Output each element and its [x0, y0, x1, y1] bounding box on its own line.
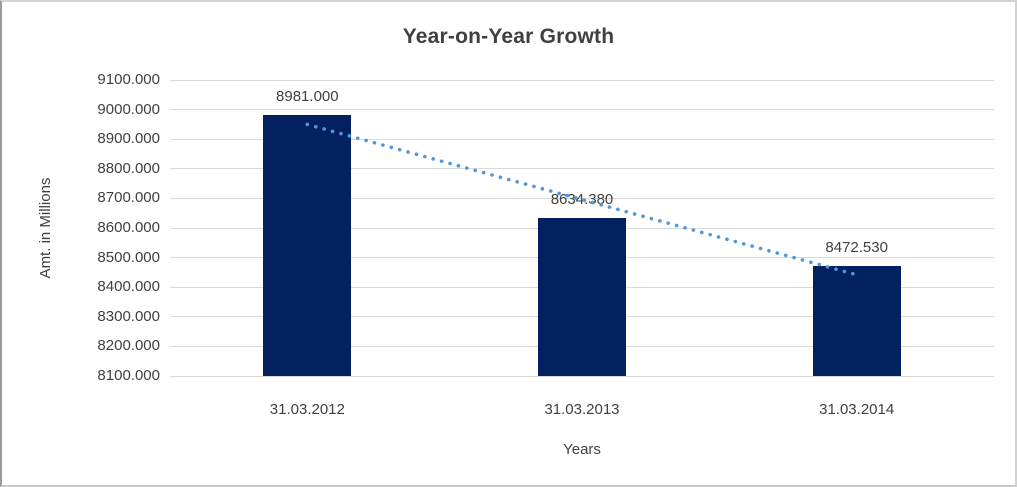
trendline-segment	[305, 122, 859, 277]
gridline	[170, 79, 994, 81]
bar	[538, 217, 626, 376]
x-axis-tick-label: 31.03.2014	[819, 401, 895, 418]
gridline	[170, 138, 994, 140]
gridline	[170, 375, 994, 377]
bar-data-label: 8981.000	[276, 88, 339, 106]
y-axis-tick-label: 8200.000	[97, 337, 160, 355]
y-axis-tick-label: 9000.000	[97, 100, 160, 118]
bar	[263, 115, 352, 376]
y-axis-tick-label: 8600.000	[97, 219, 160, 236]
chart-title: Year-on-Year Growth	[402, 25, 615, 48]
y-axis-tick-label: 8500.000	[97, 248, 160, 266]
x-axis-title: Years	[563, 441, 601, 458]
y-axis-tick-label: 8300.000	[97, 307, 160, 325]
gridline	[170, 109, 994, 111]
y-axis-tick-label: 8900.000	[97, 130, 160, 148]
y-axis-tick-label: 8700.000	[97, 189, 160, 207]
bar-data-label: 8472.530	[825, 238, 888, 256]
y-axis-tick-label: 8800.000	[97, 159, 160, 177]
plot-area: 8981.000 8634.380 8472.530	[170, 79, 994, 377]
y-axis-tick-label: 9100.000	[97, 71, 160, 88]
x-axis-tick-label: 31.03.2012	[269, 401, 345, 418]
gridline	[170, 168, 994, 170]
y-axis-tick-label: 8400.000	[97, 278, 160, 296]
bar	[812, 265, 901, 376]
trendline	[305, 122, 859, 277]
y-axis-tick-label: 8100.000	[97, 367, 160, 384]
x-axis-tick-label: 31.03.2013	[544, 401, 620, 418]
gridline	[170, 197, 994, 199]
